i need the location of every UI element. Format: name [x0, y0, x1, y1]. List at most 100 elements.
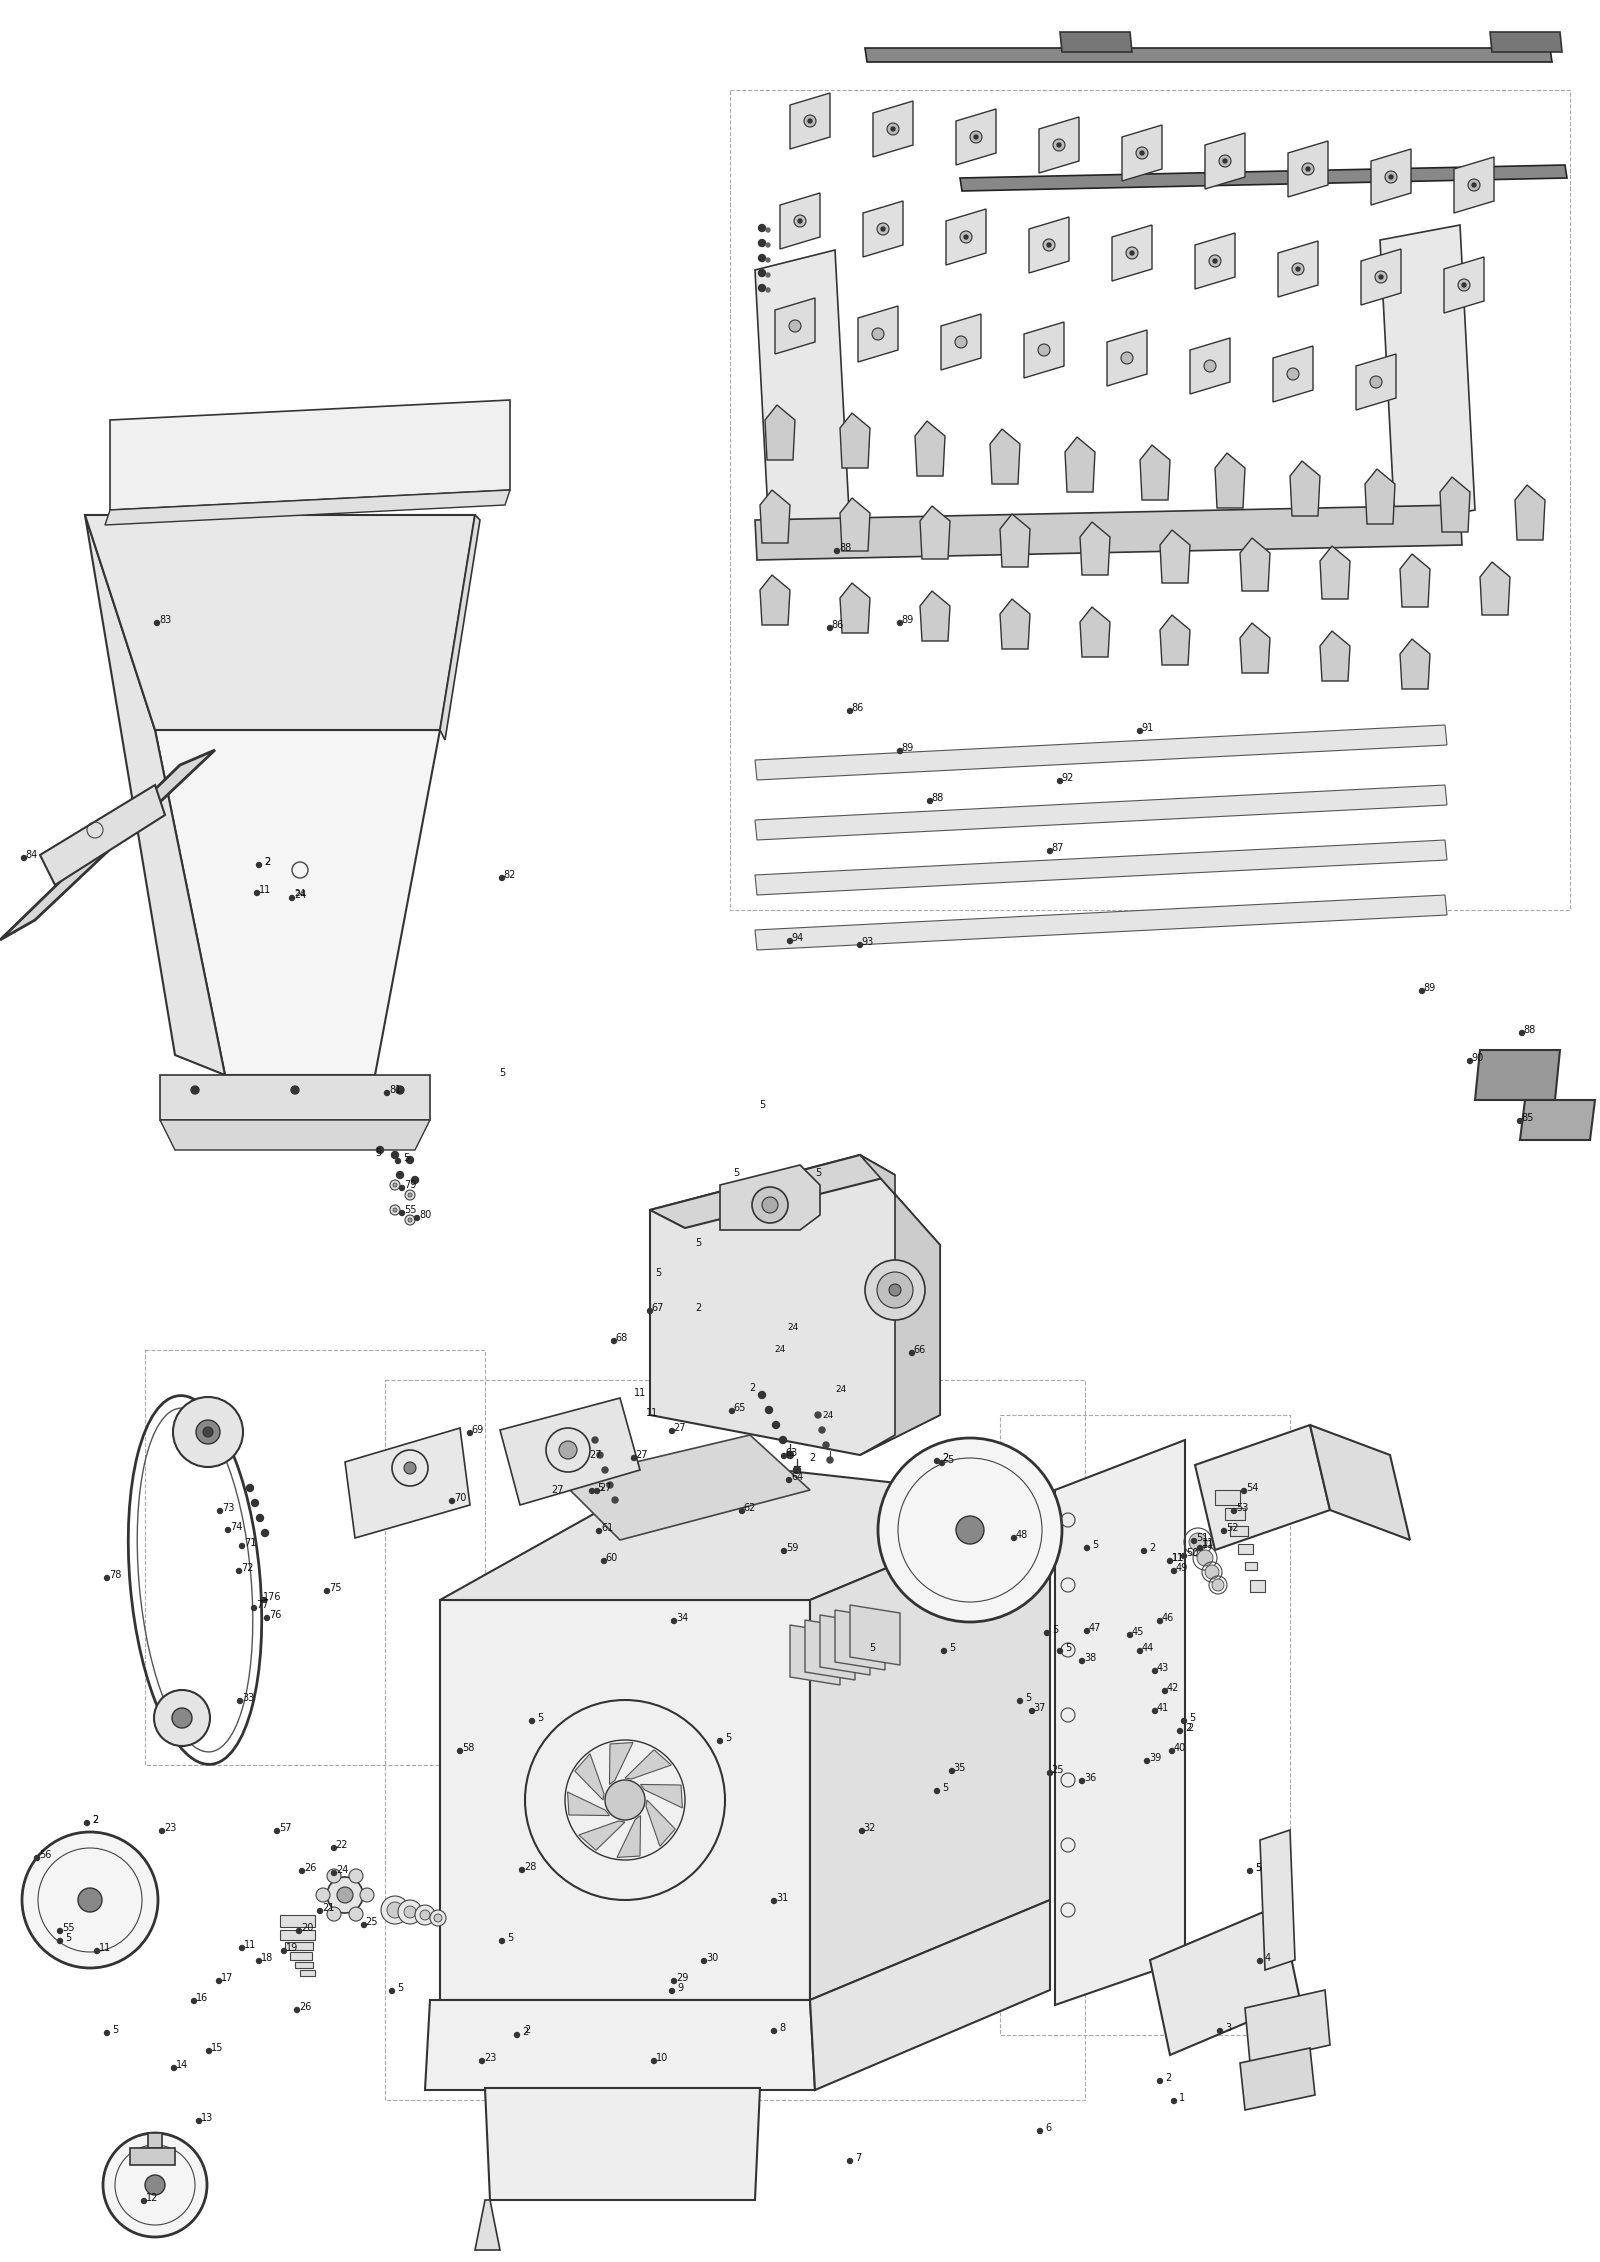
Circle shape — [94, 1948, 99, 1954]
Text: 44: 44 — [1142, 1642, 1154, 1654]
Polygon shape — [1515, 484, 1546, 541]
Polygon shape — [1365, 468, 1395, 525]
Circle shape — [1168, 1559, 1173, 1563]
Text: 5: 5 — [1091, 1540, 1098, 1549]
Circle shape — [861, 1649, 867, 1654]
Text: 5: 5 — [499, 1068, 506, 1079]
Polygon shape — [1288, 140, 1328, 197]
Text: 88: 88 — [931, 794, 944, 803]
Text: 27: 27 — [589, 1450, 602, 1459]
Polygon shape — [1261, 1830, 1294, 1970]
Circle shape — [717, 1739, 723, 1744]
Circle shape — [1197, 1545, 1203, 1549]
Circle shape — [672, 1620, 677, 1624]
Circle shape — [261, 1529, 269, 1536]
Text: 1: 1 — [1179, 2092, 1186, 2104]
Text: 55: 55 — [62, 1923, 74, 1934]
Circle shape — [1213, 1579, 1224, 1590]
Circle shape — [394, 1208, 397, 1212]
Circle shape — [1181, 1719, 1187, 1724]
Text: 4: 4 — [1266, 1952, 1270, 1963]
Circle shape — [1293, 262, 1304, 276]
Circle shape — [104, 1577, 109, 1581]
Text: 67: 67 — [651, 1303, 664, 1312]
Bar — [1000, 1416, 1290, 2036]
Circle shape — [21, 855, 27, 860]
Circle shape — [216, 1979, 221, 1984]
Text: 61: 61 — [602, 1522, 613, 1534]
Polygon shape — [1214, 452, 1245, 509]
Polygon shape — [920, 590, 950, 640]
Circle shape — [291, 1086, 299, 1095]
Polygon shape — [1454, 156, 1494, 213]
Text: 5: 5 — [1026, 1692, 1030, 1703]
Polygon shape — [626, 1751, 672, 1778]
Circle shape — [1296, 267, 1299, 271]
Polygon shape — [285, 1943, 314, 1950]
Text: 11: 11 — [1171, 1554, 1184, 1563]
Circle shape — [1085, 1545, 1090, 1549]
Polygon shape — [1245, 1563, 1258, 1570]
Circle shape — [1011, 1536, 1016, 1540]
Text: 81: 81 — [389, 1086, 402, 1095]
Circle shape — [408, 1217, 413, 1221]
Polygon shape — [1230, 1527, 1248, 1536]
Bar — [730, 90, 1570, 909]
Text: 42: 42 — [1166, 1683, 1179, 1692]
Circle shape — [934, 1789, 939, 1794]
Polygon shape — [130, 2149, 174, 2165]
Text: 5: 5 — [403, 1154, 410, 1163]
Text: 22: 22 — [336, 1839, 349, 1850]
Circle shape — [669, 1430, 675, 1434]
Text: 51: 51 — [1195, 1534, 1208, 1543]
Text: 74: 74 — [230, 1522, 242, 1531]
Text: 11: 11 — [243, 1941, 256, 1950]
Circle shape — [970, 131, 982, 143]
Circle shape — [1178, 1728, 1182, 1733]
Polygon shape — [147, 2133, 162, 2149]
Circle shape — [898, 749, 902, 753]
Circle shape — [1043, 240, 1054, 251]
Polygon shape — [646, 1801, 675, 1846]
Polygon shape — [280, 1929, 315, 1941]
Polygon shape — [1122, 124, 1162, 181]
Circle shape — [1122, 353, 1133, 364]
Circle shape — [758, 1391, 765, 1398]
Circle shape — [669, 1988, 675, 1993]
Circle shape — [1171, 2099, 1176, 2104]
Text: 5: 5 — [1066, 1642, 1070, 1654]
Polygon shape — [862, 201, 902, 258]
Circle shape — [1152, 1708, 1157, 1715]
Polygon shape — [1400, 554, 1430, 606]
Circle shape — [1126, 247, 1138, 260]
Circle shape — [1058, 778, 1062, 783]
Circle shape — [299, 1868, 304, 1873]
Circle shape — [878, 1439, 1062, 1622]
Polygon shape — [1245, 1991, 1330, 2063]
Text: 52: 52 — [1226, 1522, 1238, 1534]
Text: 2: 2 — [264, 857, 270, 866]
Circle shape — [171, 2065, 176, 2070]
Text: 24: 24 — [774, 1346, 786, 1355]
Circle shape — [1306, 167, 1310, 172]
Circle shape — [226, 1527, 230, 1531]
Text: 2: 2 — [1187, 1724, 1194, 1733]
Polygon shape — [858, 305, 898, 362]
Circle shape — [589, 1488, 595, 1493]
Circle shape — [58, 1929, 62, 1934]
Circle shape — [771, 1898, 776, 1905]
Text: 80: 80 — [419, 1210, 430, 1219]
Circle shape — [160, 1828, 165, 1834]
Polygon shape — [755, 251, 850, 550]
Circle shape — [1242, 1488, 1246, 1493]
Polygon shape — [440, 1459, 1050, 1599]
Circle shape — [326, 1907, 341, 1920]
Text: 71: 71 — [243, 1538, 256, 1547]
Circle shape — [827, 627, 832, 631]
Circle shape — [1053, 138, 1066, 152]
Circle shape — [384, 1090, 389, 1095]
Circle shape — [317, 1909, 323, 1914]
Text: 5: 5 — [1254, 1864, 1261, 1873]
Circle shape — [773, 1421, 779, 1430]
Circle shape — [1046, 242, 1051, 247]
